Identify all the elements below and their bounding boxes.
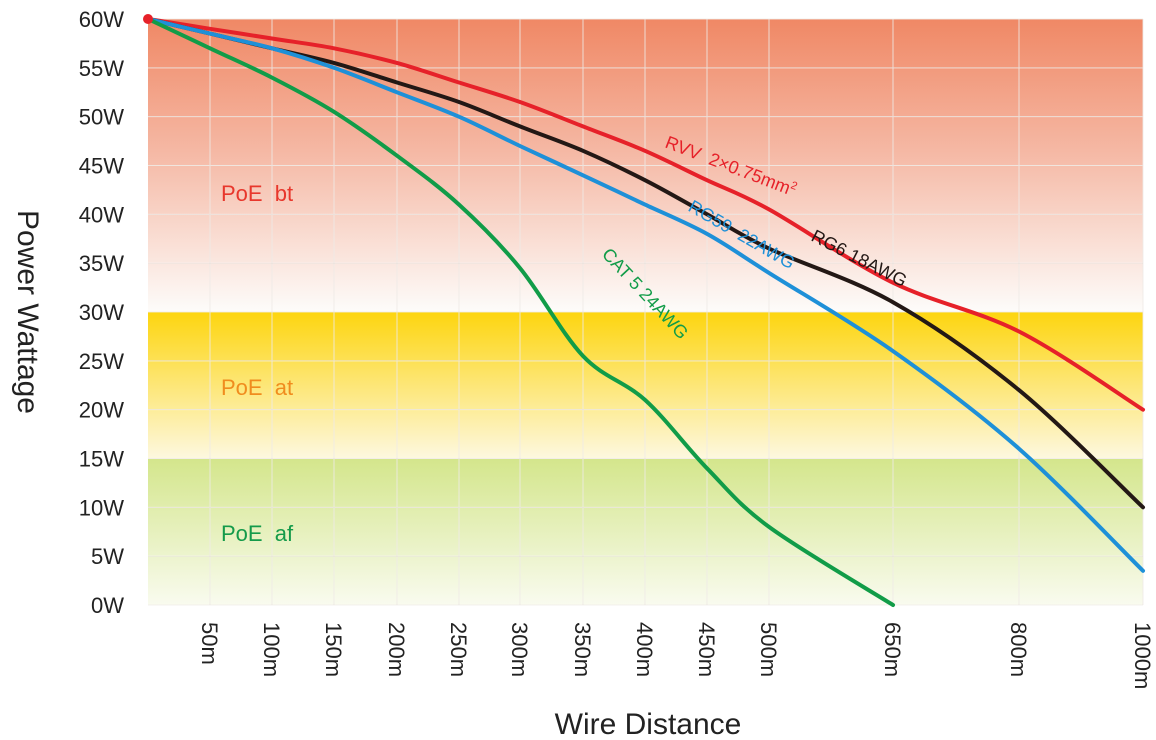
y-tick-label: 35W xyxy=(79,251,124,276)
y-tick-label: 50W xyxy=(79,105,124,130)
x-tick-label: 300m xyxy=(507,622,532,677)
x-tick-label: 800m xyxy=(1006,622,1031,677)
series-lines xyxy=(143,14,1145,607)
x-tick-label: 650m xyxy=(880,622,905,677)
series-line-3 xyxy=(146,17,895,607)
y-tick-label: 25W xyxy=(79,349,124,374)
y-axis-ticks: 0W 5W 10W 15W 20W 25W 30W 35W 40W 45W 50W 55W 60W xyxy=(79,7,124,618)
x-axis-title: Wire Distance xyxy=(555,708,742,740)
y-tick-label: 30W xyxy=(79,300,124,325)
x-tick-label: 250m xyxy=(446,622,471,677)
series-line-0 xyxy=(146,17,1145,412)
zone-label-af: PoE af xyxy=(221,521,294,546)
series-line-1 xyxy=(146,17,1145,510)
y-tick-label: 0W xyxy=(91,593,124,618)
series-line-2 xyxy=(146,17,1145,573)
y-tick-label: 60W xyxy=(79,7,124,32)
origin-marker xyxy=(143,14,153,24)
y-tick-label: 15W xyxy=(79,447,124,472)
x-tick-label: 200m xyxy=(384,622,409,677)
y-tick-label: 5W xyxy=(91,544,124,569)
y-tick-label: 45W xyxy=(79,154,124,179)
y-tick-label: 55W xyxy=(79,56,124,81)
zone-labels: PoE bt PoE at PoE af xyxy=(221,181,294,546)
y-tick-label: 10W xyxy=(79,495,124,520)
x-tick-label: 350m xyxy=(570,622,595,677)
series-label-rvv-sup: 2 xyxy=(789,179,799,192)
x-tick-label: 400m xyxy=(632,622,657,677)
gridlines xyxy=(148,18,1144,606)
x-tick-label: 100m xyxy=(259,622,284,677)
x-tick-label: 450m xyxy=(694,622,719,677)
x-axis-ticks: 50m 100m 150m 200m 250m 300m 350m 400m 450m 500m 6… xyxy=(197,622,1155,689)
y-tick-label: 40W xyxy=(79,202,124,227)
x-tick-label: 150m xyxy=(321,622,346,677)
x-tick-label: 50m xyxy=(197,622,222,665)
x-tick-label: 500m xyxy=(756,622,781,677)
y-axis-title: Power Wattage xyxy=(11,210,44,414)
zone-label-at: PoE at xyxy=(221,375,293,400)
y-tick-label: 20W xyxy=(79,398,124,423)
x-tick-label: 1000m xyxy=(1130,622,1155,689)
zone-label-bt: PoE bt xyxy=(221,181,293,206)
